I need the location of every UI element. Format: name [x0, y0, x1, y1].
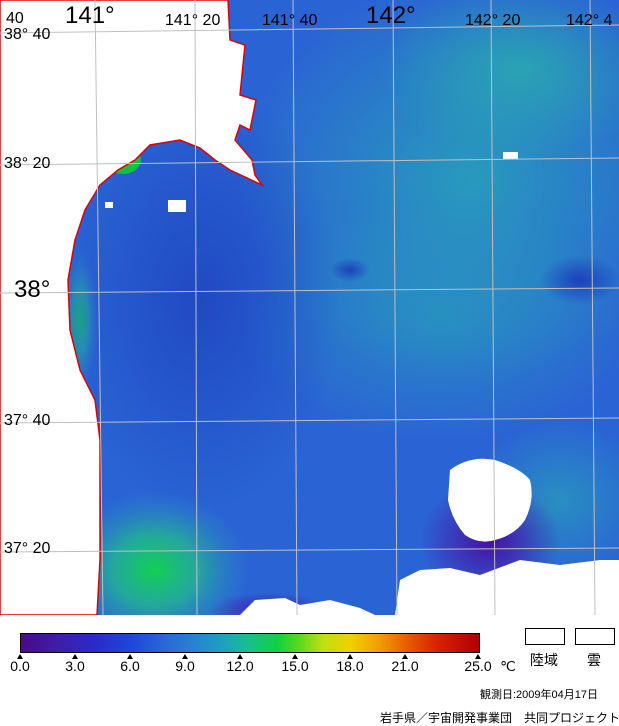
colorbar-tick [237, 654, 243, 659]
lat-label-37-40: 37° 40 [4, 412, 51, 429]
lon-label-141-40: 141° 40 [262, 12, 318, 29]
lon-label-142-40: 142° 4 [566, 12, 613, 29]
cloud-fragment-coast [105, 202, 113, 208]
cloud-legend-label: 雲 [587, 652, 601, 668]
colorbar-unit: ℃ [500, 658, 516, 674]
colorbar-tick [72, 654, 78, 659]
temperature-colorbar [20, 633, 480, 653]
cloud-south [448, 458, 532, 542]
cool-water-west [60, 80, 340, 520]
colorbar-tick-label: 0.0 [10, 658, 30, 674]
colorbar-tick [402, 654, 408, 659]
colorbar-tick-label: 15.0 [281, 658, 309, 674]
colorbar-tick [347, 654, 353, 659]
lon-label-142: 142° [366, 2, 416, 29]
cloud-bottom-center [240, 598, 375, 615]
colorbar-tick-label: 21.0 [391, 658, 419, 674]
colorbar-tick-label: 18.0 [336, 658, 364, 674]
colorbar-tick-label: 25.0 [464, 658, 492, 674]
lat-label-38-40: 38° 40 [4, 26, 51, 43]
land-legend-label: 陸域 [530, 652, 558, 668]
cool-eddy-east [540, 255, 619, 305]
map-canvas [0, 0, 619, 615]
project-credit: 岩手県／宇宙開発事業団 共同プロジェクト [380, 711, 619, 725]
land-honshu [0, 0, 265, 615]
sea-surface-temperature-map: 40 141° 141° 20 141° 40 142° 142° 20 142… [0, 0, 619, 615]
cloud-fragment-ne [503, 152, 518, 159]
colorbar-tick-label: 6.0 [120, 658, 140, 674]
colorbar-tick [182, 654, 188, 659]
colorbar-tick [292, 654, 298, 659]
cloud-fragment-edge [598, 590, 610, 610]
lon-label-140-40: 40 [6, 10, 24, 27]
land-legend-swatch [525, 628, 565, 645]
warm-water-northeast [380, 0, 619, 160]
colorbar-tick-label: 3.0 [65, 658, 85, 674]
lat-label-37-20: 37° 20 [4, 540, 51, 557]
lat-label-38: 38° [14, 276, 51, 303]
warm-patch-southwest [60, 490, 250, 615]
cloud-legend-swatch [575, 628, 615, 645]
colorbar-tick [17, 654, 23, 659]
lon-label-141-20: 141° 20 [165, 12, 221, 29]
cloud-bottom-right [395, 560, 619, 615]
colorbar-tick [475, 654, 481, 659]
cool-eddy-center [330, 258, 370, 282]
lon-label-141: 141° [65, 2, 115, 29]
cloud-fragment-center [168, 200, 186, 212]
lat-label-38-20: 38° 20 [4, 155, 51, 172]
colorbar-tick-label: 12.0 [226, 658, 254, 674]
colorbar-tick-label: 9.0 [175, 658, 195, 674]
lon-label-142-20: 142° 20 [465, 12, 521, 29]
graticule [0, 0, 619, 615]
observation-date: 観測日:2009年04月17日 [480, 689, 598, 701]
colorbar-tick [127, 654, 133, 659]
